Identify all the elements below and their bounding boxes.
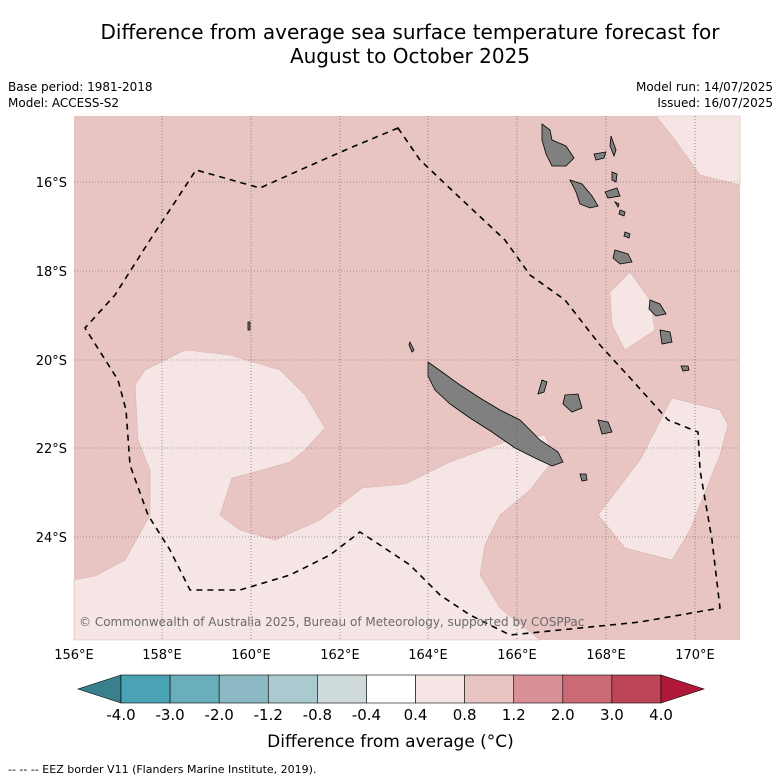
vanuatu-tanna xyxy=(659,329,673,345)
colorbar-tick-label: -0.4 xyxy=(352,706,381,724)
lat-label-16s: 16°S xyxy=(36,176,67,191)
colorbar-title: Difference from average (°C) xyxy=(267,732,514,752)
colorbar-extend-high xyxy=(660,674,705,704)
colorbar-tick-label: -1.2 xyxy=(254,706,283,724)
belep-island xyxy=(408,340,415,353)
vanuatu-small-islands xyxy=(611,171,631,239)
eez-border-line xyxy=(83,127,721,636)
chesterfield-islet xyxy=(247,321,251,331)
lon-label-158e: 158°E xyxy=(142,648,182,663)
isle-of-pines xyxy=(579,473,588,482)
lat-label-20s: 20°S xyxy=(36,354,67,369)
land-masses xyxy=(247,123,690,482)
lon-label-156e: 156°E xyxy=(54,648,94,663)
vanuatu-ambae xyxy=(593,151,607,161)
colorbar-segment xyxy=(366,674,416,704)
new-caledonia-main-island xyxy=(427,361,564,467)
colorbar-segment xyxy=(218,674,269,704)
colorbar-segment xyxy=(267,674,318,704)
colorbar-segment xyxy=(562,674,613,704)
eez-legend-footer: -- -- -- EEZ border V11 (Flanders Marine… xyxy=(8,763,317,776)
colorbar-segment xyxy=(169,674,220,704)
longitude-labels: 156°E 158°E 160°E 162°E 164°E 166°E 168°… xyxy=(54,648,715,663)
lon-label-164e: 164°E xyxy=(408,648,448,663)
colorbar-segment xyxy=(464,674,515,704)
lon-label-170e: 170°E xyxy=(675,648,715,663)
model-run-text: Model run: 14/07/2025 xyxy=(635,80,773,94)
vanuatu-espiritu-santo xyxy=(541,123,575,167)
colorbar-segment xyxy=(611,674,662,704)
anomaly-band-0-4-0-8-small xyxy=(609,271,656,351)
lon-label-166e: 166°E xyxy=(497,648,537,663)
colorbar-extend-low xyxy=(77,674,122,704)
vanuatu-erromango xyxy=(648,299,667,317)
colorbar-tick-label: 4.0 xyxy=(649,706,673,724)
colorbar-tick-label: 3.0 xyxy=(600,706,624,724)
loyalty-islands-mare xyxy=(597,419,613,435)
lon-label-160e: 160°E xyxy=(231,648,271,663)
anomaly-band-0-4-0-8-southwest xyxy=(73,349,556,641)
map-title: Difference from average sea surface temp… xyxy=(40,20,780,68)
anomaly-band-0-4-0-8-east xyxy=(597,397,729,561)
colorbar-segment xyxy=(120,674,171,704)
lat-label-22s: 22°S xyxy=(36,442,67,457)
colorbar-tick-label: 0.4 xyxy=(404,706,428,724)
title-line-2: August to October 2025 xyxy=(289,44,531,68)
colorbar-tick-label: -0.8 xyxy=(303,706,332,724)
colorbar-tick-labels: -4.0 -3.0 -2.0 -1.2 -0.8 -0.4 0.4 0.8 1.2 2.0 3.0 4… xyxy=(106,706,673,724)
colorbar-tick-label: -3.0 xyxy=(155,706,184,724)
latitude-labels: 16°S 18°S 20°S 22°S 24°S xyxy=(36,176,67,546)
vanuatu-aneityum xyxy=(680,365,690,372)
vanuatu-ambrym xyxy=(604,187,621,199)
lon-label-162e: 162°E xyxy=(320,648,360,663)
colorbar xyxy=(77,674,705,704)
loyalty-islands-ouvea xyxy=(537,379,548,395)
vanuatu-efate xyxy=(612,249,633,265)
colorbar-tick-label: -4.0 xyxy=(106,706,135,724)
lat-label-18s: 18°S xyxy=(36,265,67,280)
colorbar-tick-label: 0.8 xyxy=(453,706,477,724)
copyright-text: © Commonwealth of Australia 2025, Bureau… xyxy=(79,615,584,629)
issued-text: Issued: 16/07/2025 xyxy=(657,96,773,110)
colorbar-segment xyxy=(513,674,564,704)
anomaly-band-0-4-0-8-northeast xyxy=(655,115,741,186)
base-period-text: Base period: 1981-2018 xyxy=(8,80,153,94)
colorbar-tick-label: 1.2 xyxy=(502,706,526,724)
lat-label-24s: 24°S xyxy=(36,531,67,546)
lon-label-168e: 168°E xyxy=(586,648,626,663)
title-line-1: Difference from average sea surface temp… xyxy=(100,20,720,44)
colorbar-segment xyxy=(317,674,367,704)
metadata-right: Model run: 14/07/2025 Issued: 16/07/2025 xyxy=(636,79,773,111)
vanuatu-pentecost xyxy=(609,135,617,158)
metadata-left: Base period: 1981-2018 Model: ACCESS-S2 xyxy=(8,79,153,111)
colorbar-tick-label: -2.0 xyxy=(205,706,234,724)
colorbar-tick-label: 2.0 xyxy=(551,706,575,724)
colorbar-segment xyxy=(415,674,465,704)
map-panel: © Commonwealth of Australia 2025, Bureau… xyxy=(73,115,741,641)
loyalty-islands-lifou xyxy=(562,393,583,413)
vanuatu-malekula xyxy=(569,179,599,209)
model-text: Model: ACCESS-S2 xyxy=(8,96,120,110)
graticule xyxy=(74,116,740,640)
